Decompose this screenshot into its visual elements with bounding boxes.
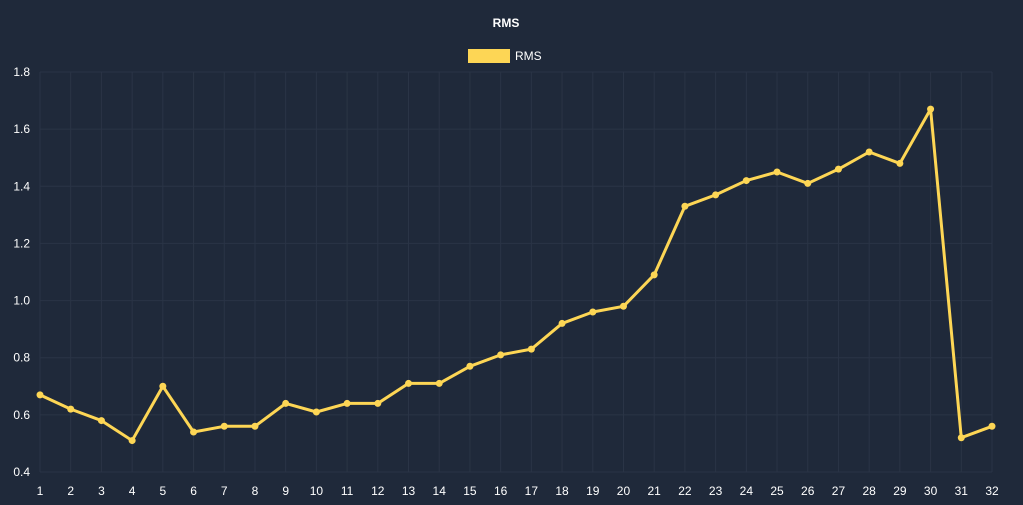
y-tick-label: 1.6: [13, 122, 30, 136]
y-tick-label: 1.0: [13, 294, 30, 308]
x-tick-label: 1: [37, 484, 44, 498]
x-tick-label: 23: [709, 484, 723, 498]
x-tick-label: 21: [648, 484, 662, 498]
x-tick-label: 14: [433, 484, 447, 498]
data-point-rms: [128, 437, 136, 445]
y-axis-ticks: 0.4 0.6 0.8 1.0 1.2 1.4 1.6 1.8: [13, 65, 30, 479]
x-tick-label: 4: [129, 484, 136, 498]
x-tick-label: 6: [190, 484, 197, 498]
x-tick-label: 32: [985, 484, 999, 498]
chart-title: RMS: [493, 16, 520, 30]
data-point-rms: [466, 362, 474, 370]
data-point-rms: [405, 379, 413, 387]
y-tick-label: 1.8: [13, 65, 30, 79]
data-point-rms: [251, 422, 259, 430]
x-tick-label: 10: [310, 484, 324, 498]
x-tick-label: 15: [463, 484, 477, 498]
x-tick-label: 13: [402, 484, 416, 498]
data-point-rms: [220, 422, 228, 430]
legend-swatch-rms[interactable]: [468, 49, 510, 63]
data-point-rms: [97, 417, 105, 425]
data-point-rms: [527, 345, 535, 353]
data-point-rms: [650, 271, 658, 279]
x-tick-label: 20: [617, 484, 631, 498]
data-point-rms: [957, 434, 965, 442]
data-point-rms: [435, 379, 443, 387]
x-tick-label: 29: [893, 484, 907, 498]
x-tick-label: 30: [924, 484, 938, 498]
x-tick-label: 26: [801, 484, 815, 498]
series-line-rms: [39, 107, 993, 443]
data-points: [36, 105, 996, 445]
data-point-rms: [834, 165, 842, 173]
x-tick-label: 12: [371, 484, 385, 498]
data-point-rms: [681, 202, 689, 210]
y-tick-label: 0.4: [13, 465, 30, 479]
x-tick-label: 28: [862, 484, 876, 498]
data-point-rms: [865, 148, 873, 156]
x-tick-label: 19: [586, 484, 600, 498]
x-tick-label: 16: [494, 484, 508, 498]
x-tick-label: 8: [252, 484, 259, 498]
legend[interactable]: RMS: [468, 49, 542, 63]
data-point-rms: [36, 391, 44, 399]
x-tick-label: 11: [341, 484, 354, 498]
y-tick-label: 0.6: [13, 408, 30, 422]
y-tick-label: 1.2: [13, 236, 30, 250]
x-tick-label: 9: [282, 484, 289, 498]
data-point-rms: [804, 179, 812, 187]
data-point-rms: [988, 422, 996, 430]
data-point-rms: [927, 105, 935, 113]
data-point-rms: [497, 351, 505, 359]
x-tick-label: 17: [525, 484, 539, 498]
data-point-rms: [312, 408, 320, 416]
x-tick-label: 24: [740, 484, 754, 498]
x-tick-label: 7: [221, 484, 228, 498]
data-point-rms: [558, 319, 566, 327]
x-tick-label: 22: [678, 484, 692, 498]
x-tick-label: 5: [159, 484, 166, 498]
data-point-rms: [896, 159, 904, 167]
x-tick-label: 27: [832, 484, 846, 498]
data-point-rms: [742, 177, 750, 185]
data-point-rms: [190, 428, 198, 436]
y-tick-label: 0.8: [13, 351, 30, 365]
data-point-rms: [282, 399, 290, 407]
x-axis-ticks: 1 2 3 4 5 6 7 8 9 10 11 12 13 14 15 16 17 18 19 20 21 22 23 24 2…: [37, 484, 999, 498]
x-tick-label: 2: [67, 484, 74, 498]
data-point-rms: [712, 191, 720, 199]
y-tick-label: 1.4: [13, 179, 30, 193]
x-tick-label: 3: [98, 484, 105, 498]
data-point-rms: [589, 308, 597, 316]
x-tick-label: 18: [555, 484, 569, 498]
legend-label-rms[interactable]: RMS: [515, 49, 542, 63]
data-point-rms: [773, 168, 781, 176]
data-point-rms: [67, 405, 75, 413]
data-point-rms: [159, 382, 167, 390]
x-tick-label: 25: [770, 484, 784, 498]
data-point-rms: [374, 399, 382, 407]
data-point-rms: [619, 302, 627, 310]
x-tick-label: 31: [955, 484, 969, 498]
data-point-rms: [343, 399, 351, 407]
